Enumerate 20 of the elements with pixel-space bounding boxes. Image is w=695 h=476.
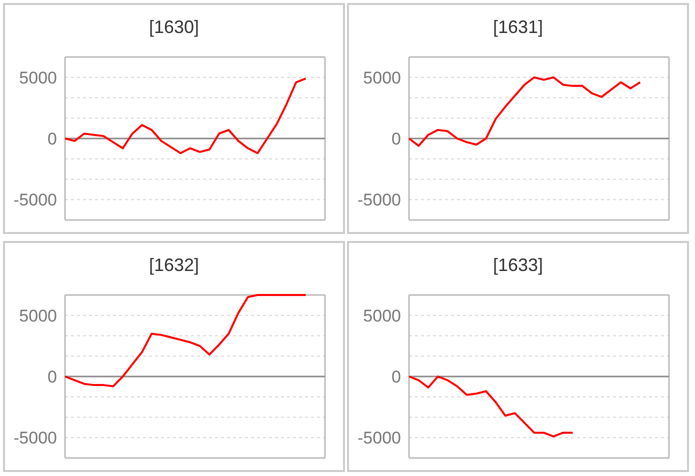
y-tick-label: -5000 [358, 190, 401, 210]
y-tick-label: -5000 [358, 428, 401, 448]
y-tick-label: -5000 [14, 428, 57, 448]
y-tick-label: 5000 [19, 68, 57, 88]
y-tick-label: 0 [48, 130, 57, 149]
y-tick-label: 0 [48, 368, 57, 387]
y-tick-label: -5000 [14, 190, 57, 210]
y-tick-label: 0 [392, 130, 401, 149]
line-series [408, 76, 642, 147]
chart-title: [1631] [492, 16, 544, 39]
y-tick-label: 5000 [363, 306, 401, 326]
line-series [64, 78, 307, 154]
y-tick-label: 5000 [363, 68, 401, 88]
chart-title: [1632] [148, 254, 200, 277]
chart-title: [1630] [148, 16, 200, 39]
y-tick-label: 5000 [19, 306, 57, 326]
chart-title: [1633] [492, 254, 544, 277]
line-series [64, 294, 307, 388]
line-series [408, 376, 574, 438]
y-tick-label: 0 [392, 368, 401, 387]
